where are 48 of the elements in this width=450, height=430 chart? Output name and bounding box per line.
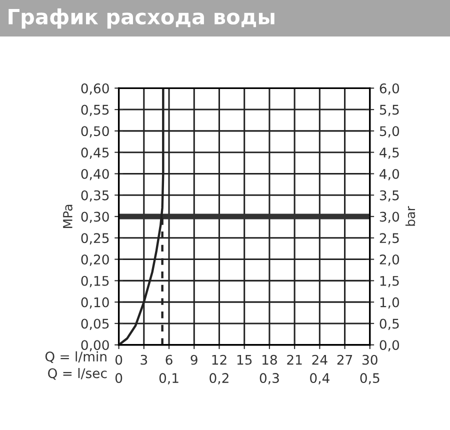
y-tick-label: 0,00 (81, 340, 109, 352)
x2-tick-label: 0,1 (159, 373, 178, 384)
y-tick-label: 0,25 (81, 233, 109, 244)
y2-tick-label: 0,0 (380, 340, 400, 352)
x-tick-label: 27 (337, 354, 352, 365)
y-tick-label: 0,55 (81, 104, 109, 116)
x2-axis-title: Q = l/sec (48, 368, 107, 380)
y2-tick-label: 3,0 (380, 212, 400, 224)
x2-tick-label: 0,2 (210, 373, 228, 384)
y2-tick-label: 0,5 (380, 318, 399, 330)
y2-tick-label: 6,0 (380, 83, 400, 95)
x-tick-label: 30 (362, 354, 378, 365)
x-tick-label: 15 (237, 354, 252, 365)
y-tick-label: 0,35 (81, 190, 109, 202)
y2-tick-label: 4,5 (380, 148, 399, 159)
x2-tick-label: 0,4 (310, 373, 330, 384)
y2-tick-label: 4,0 (380, 168, 400, 180)
x2-tick-label: 0 (115, 373, 122, 384)
y2-tick-label: 1,5 (380, 276, 399, 288)
y-tick-label: 0,50 (81, 126, 109, 138)
y2-tick-label: 5,0 (380, 126, 400, 138)
x-tick-label: 18 (262, 354, 277, 365)
y-tick-label: 0,40 (81, 168, 109, 180)
y-tick-label: 0,30 (81, 212, 109, 224)
y2-tick-label: 3,5 (380, 190, 399, 202)
y-axis-title: MPa (63, 204, 72, 228)
y-tick-label: 0,20 (81, 254, 109, 266)
x2-tick-label: 0,3 (260, 373, 279, 384)
x-tick-label: 0 (115, 354, 122, 365)
y2-tick-label: 5,5 (380, 104, 399, 116)
x-tick-label: 9 (190, 354, 198, 365)
y2-tick-label: 1,0 (380, 297, 400, 309)
x2-tick-label: 0,5 (360, 373, 380, 384)
y-tick-label: 0,15 (81, 276, 109, 288)
y2-tick-label: 2,0 (380, 254, 400, 266)
chart-title: График расхода воды (8, 8, 274, 29)
x-tick-label: 6 (166, 354, 172, 365)
x-tick-label: 12 (212, 354, 226, 365)
y-tick-label: 0,10 (81, 297, 109, 309)
x-tick-label: 21 (287, 354, 302, 365)
y2-axis-title: bar (405, 206, 416, 226)
y-tick-label: 0,60 (81, 83, 109, 95)
x-tick-label: 24 (312, 354, 328, 365)
y2-tick-label: 2,5 (380, 233, 399, 244)
x-axis-title: Q = l/min (45, 351, 106, 364)
y-tick-label: 0,05 (81, 318, 109, 330)
x-tick-label: 3 (140, 354, 148, 365)
y-tick-label: 0,45 (81, 148, 109, 159)
